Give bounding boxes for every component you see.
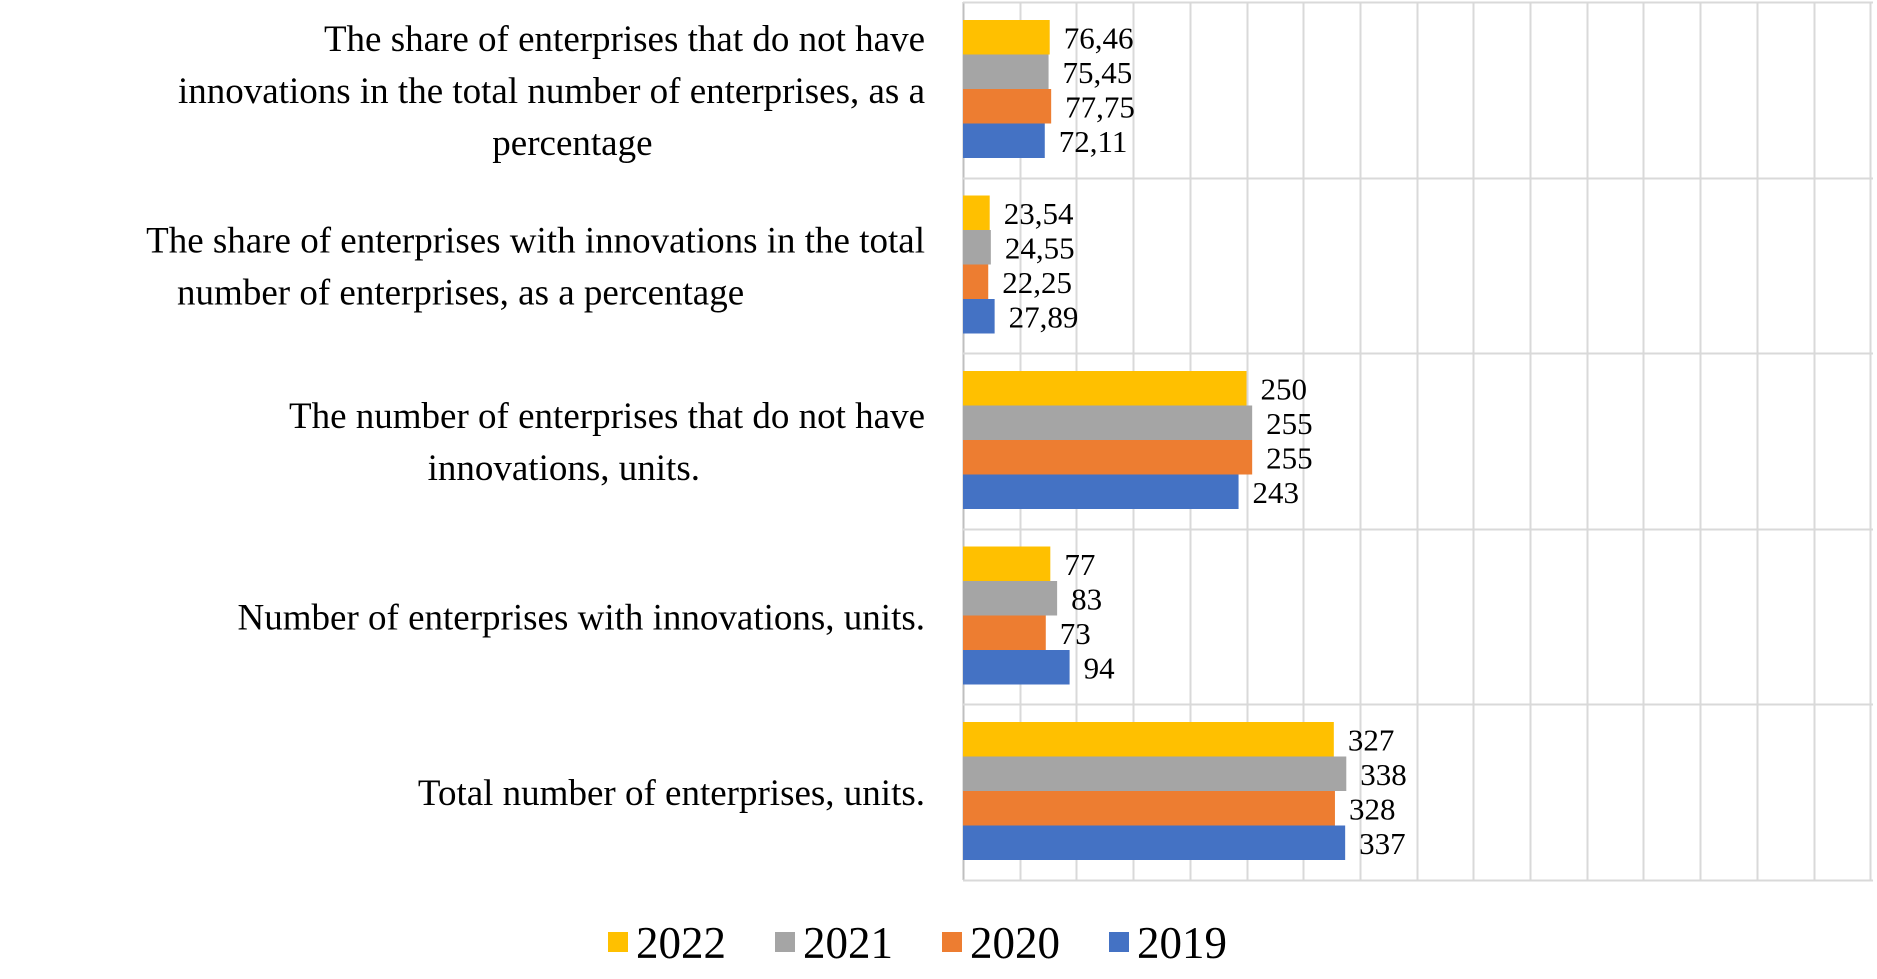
bar-2019 bbox=[963, 474, 1239, 509]
category-label: The share of enterprises with innovation… bbox=[146, 220, 925, 261]
legend-label-2019: 2019 bbox=[1137, 918, 1227, 968]
bar-2019 bbox=[963, 123, 1045, 158]
legend-swatch-2022 bbox=[608, 932, 628, 952]
bar-2022 bbox=[963, 20, 1050, 55]
data-label-2019: 27,89 bbox=[1009, 299, 1079, 334]
legend-swatch-2021 bbox=[775, 932, 795, 952]
data-label-2021: 338 bbox=[1360, 757, 1407, 792]
data-label-2020: 73 bbox=[1060, 616, 1091, 651]
data-label-2021: 24,55 bbox=[1005, 230, 1075, 265]
category-label: Total number of enterprises, units. bbox=[418, 773, 925, 814]
bar-2022 bbox=[963, 195, 990, 230]
bar-2021 bbox=[963, 54, 1049, 89]
bar-2020 bbox=[963, 264, 989, 299]
bar-2022 bbox=[963, 371, 1247, 406]
data-label-2019: 337 bbox=[1359, 826, 1406, 861]
data-label-2019: 72,11 bbox=[1059, 124, 1128, 159]
bar-2019 bbox=[963, 650, 1070, 685]
gridlines bbox=[962, 1, 1873, 882]
bar-2020 bbox=[963, 791, 1335, 826]
legend: 2022 2021 2020 2019 bbox=[608, 918, 1227, 968]
category-label: percentage bbox=[492, 123, 652, 164]
data-label-2019: 243 bbox=[1253, 475, 1300, 510]
bar-2019 bbox=[963, 299, 995, 334]
category-label: Number of enterprises with innovations, … bbox=[238, 597, 925, 638]
bar-2020 bbox=[963, 89, 1052, 124]
category-labels: The share of enterprises that do not hav… bbox=[146, 19, 925, 814]
bar-2021 bbox=[963, 756, 1347, 791]
legend-swatch-2019 bbox=[1109, 932, 1129, 952]
bar-2021 bbox=[963, 581, 1058, 616]
category-label: innovations, units. bbox=[428, 448, 700, 489]
category-label: number of enterprises, as a percentage bbox=[177, 272, 744, 313]
legend-swatch-2020 bbox=[942, 932, 962, 952]
bar-2020 bbox=[963, 440, 1253, 475]
data-label-2022: 327 bbox=[1348, 722, 1395, 757]
data-label-2020: 328 bbox=[1349, 791, 1396, 826]
legend-label-2021: 2021 bbox=[803, 918, 893, 968]
data-label-2020: 77,75 bbox=[1065, 89, 1135, 124]
data-label-2020: 22,25 bbox=[1002, 265, 1072, 300]
bars bbox=[963, 20, 1347, 860]
category-label: The share of enterprises that do not hav… bbox=[324, 19, 925, 60]
data-label-2020: 255 bbox=[1266, 440, 1313, 475]
bar-2021 bbox=[963, 405, 1253, 440]
legend-label-2020: 2020 bbox=[970, 918, 1060, 968]
bar-2022 bbox=[963, 722, 1334, 757]
bar-2021 bbox=[963, 230, 991, 265]
data-label-2022: 23,54 bbox=[1004, 196, 1074, 231]
bar-2019 bbox=[963, 825, 1346, 860]
bar-2020 bbox=[963, 615, 1046, 650]
category-label: The number of enterprises that do not ha… bbox=[289, 396, 925, 437]
data-label-2021: 75,45 bbox=[1063, 55, 1133, 90]
data-label-2019: 94 bbox=[1084, 650, 1116, 685]
bar-2022 bbox=[963, 546, 1051, 581]
legend-label-2022: 2022 bbox=[636, 918, 726, 968]
data-label-2021: 83 bbox=[1071, 581, 1102, 616]
data-label-2021: 255 bbox=[1266, 406, 1313, 441]
category-label: innovations in the total number of enter… bbox=[178, 71, 925, 112]
data-label-2022: 77 bbox=[1064, 547, 1095, 582]
data-label-2022: 76,46 bbox=[1064, 20, 1134, 55]
data-label-2022: 250 bbox=[1261, 371, 1308, 406]
